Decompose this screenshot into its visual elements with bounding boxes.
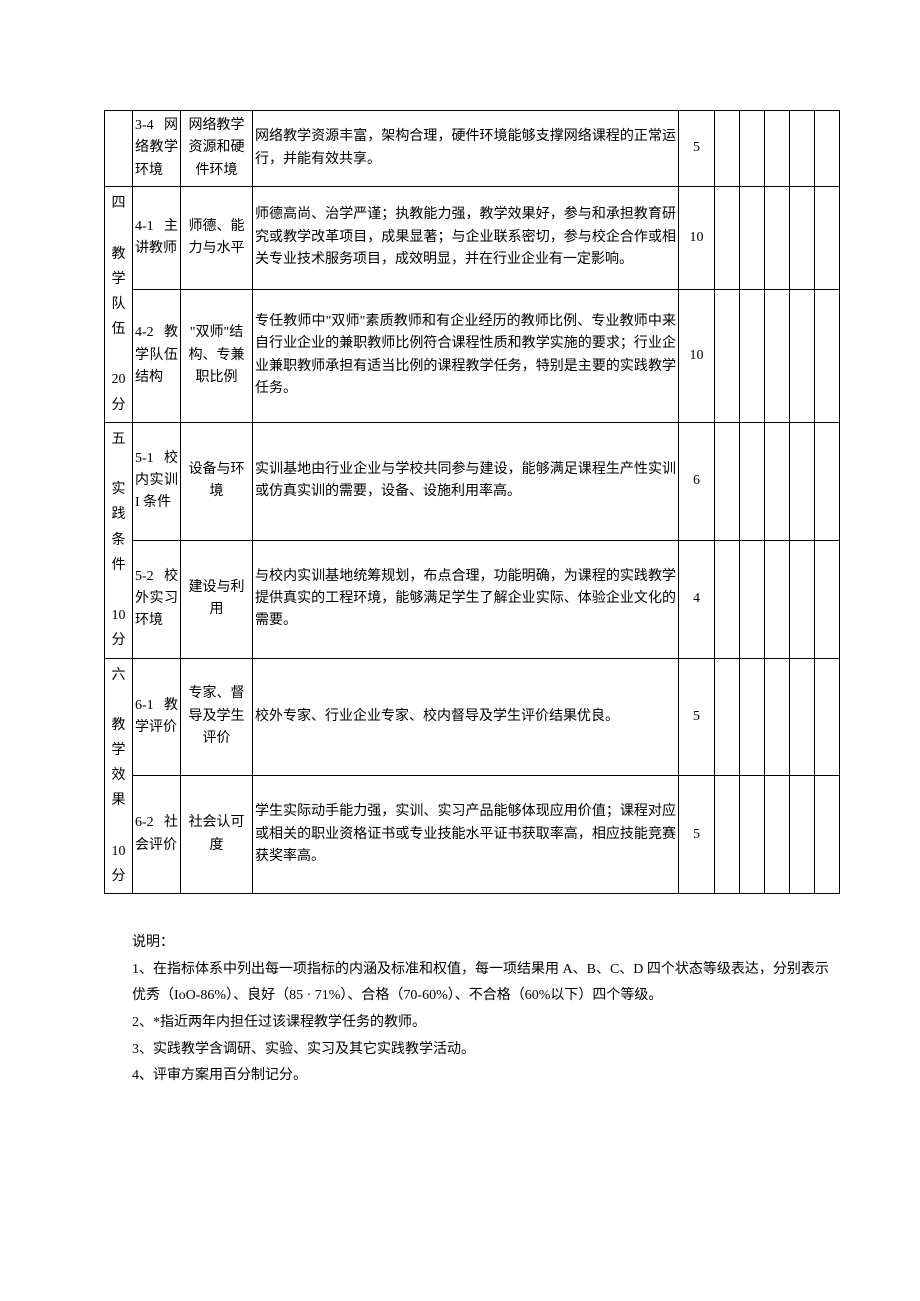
category-cell: 六 教 学 效 果 10 分 xyxy=(105,658,133,894)
empty-cell xyxy=(790,540,815,658)
empty-cell xyxy=(815,289,840,422)
description-cell: 师德高尚、治学严谨；执教能力强，教学效果好，参与和承担教育研究或教学改革项目，成… xyxy=(253,187,679,290)
empty-cell xyxy=(715,187,740,290)
metric-cell: "双师"结构、专兼职比例 xyxy=(181,289,253,422)
score-cell: 10 xyxy=(679,289,715,422)
empty-cell xyxy=(715,289,740,422)
empty-cell xyxy=(715,540,740,658)
notes-section: 说明： 1、在指标体系中列出每一项指标的内涵及标准和权值，每一项结果用 A、B、… xyxy=(104,930,840,1090)
table-row: 6-2 社会评价社会认可度学生实际动手能力强，实训、实习产品能够体现应用价值；课… xyxy=(105,776,840,894)
table-row: 六 教 学 效 果 10 分6-1 教学评价专家、督导及学生评价校外专家、行业企… xyxy=(105,658,840,776)
sub-indicator-cell: 4-1 主讲教师 xyxy=(133,187,181,290)
notes-item: 2、*指近两年内担任过该课程教学任务的教师。 xyxy=(132,1010,840,1037)
category-cell: 四 教 学 队 伍 20 分 xyxy=(105,187,133,423)
sub-indicator-cell: 3-4 网络教学环境 xyxy=(133,111,181,187)
empty-cell xyxy=(740,422,765,540)
description-cell: 实训基地由行业企业与学校共同参与建设，能够满足课程生产性实训或仿真实训的需要，设… xyxy=(253,422,679,540)
metric-cell: 专家、督导及学生评价 xyxy=(181,658,253,776)
empty-cell xyxy=(715,776,740,894)
empty-cell xyxy=(790,187,815,290)
description-cell: 专任教师中"双师"素质教师和有企业经历的教师比例、专业教师中来自行业企业的兼职教… xyxy=(253,289,679,422)
empty-cell xyxy=(765,422,790,540)
empty-cell xyxy=(790,658,815,776)
empty-cell xyxy=(740,187,765,290)
description-cell: 网络教学资源丰富，架构合理，硬件环境能够支撑网络课程的正常运行，并能有效共享。 xyxy=(253,111,679,187)
empty-cell xyxy=(715,658,740,776)
description-cell: 学生实际动手能力强，实训、实习产品能够体现应用价值；课程对应或相关的职业资格证书… xyxy=(253,776,679,894)
score-cell: 5 xyxy=(679,111,715,187)
empty-cell xyxy=(740,111,765,187)
empty-cell xyxy=(815,658,840,776)
score-cell: 5 xyxy=(679,776,715,894)
empty-cell xyxy=(765,289,790,422)
empty-cell xyxy=(815,776,840,894)
empty-cell xyxy=(815,187,840,290)
table-row: 3-4 网络教学环境网络教学资源和硬件环境网络教学资源丰富，架构合理，硬件环境能… xyxy=(105,111,840,187)
score-cell: 4 xyxy=(679,540,715,658)
empty-cell xyxy=(815,540,840,658)
score-cell: 6 xyxy=(679,422,715,540)
sub-indicator-cell: 5-2 校外实习环境 xyxy=(133,540,181,658)
metric-cell: 社会认可度 xyxy=(181,776,253,894)
empty-cell xyxy=(790,422,815,540)
empty-cell xyxy=(815,111,840,187)
table-row: 5-2 校外实习环境建设与利用与校内实训基地统筹规划，布点合理，功能明确，为课程… xyxy=(105,540,840,658)
score-cell: 5 xyxy=(679,658,715,776)
empty-cell xyxy=(740,540,765,658)
notes-item: 4、评审方案用百分制记分。 xyxy=(132,1063,840,1090)
category-cell: 五 实 践 条 件 10 分 xyxy=(105,422,133,658)
category-cell xyxy=(105,111,133,187)
metric-cell: 网络教学资源和硬件环境 xyxy=(181,111,253,187)
score-cell: 10 xyxy=(679,187,715,290)
empty-cell xyxy=(740,776,765,894)
empty-cell xyxy=(765,540,790,658)
empty-cell xyxy=(790,111,815,187)
empty-cell xyxy=(765,187,790,290)
empty-cell xyxy=(740,658,765,776)
sub-indicator-cell: 5-1 校内实训 I 条件 xyxy=(133,422,181,540)
empty-cell xyxy=(715,111,740,187)
evaluation-table: 3-4 网络教学环境网络教学资源和硬件环境网络教学资源丰富，架构合理，硬件环境能… xyxy=(104,110,840,894)
description-cell: 与校内实训基地统筹规划，布点合理，功能明确，为课程的实践教学提供真实的工程环境，… xyxy=(253,540,679,658)
empty-cell xyxy=(715,422,740,540)
empty-cell xyxy=(765,776,790,894)
empty-cell xyxy=(790,776,815,894)
notes-item: 1、在指标体系中列出每一项指标的内涵及标准和权值，每一项结果用 A、B、C、D … xyxy=(132,957,840,1010)
description-cell: 校外专家、行业企业专家、校内督导及学生评价结果优良。 xyxy=(253,658,679,776)
table-row: 4-2 教学队伍结构"双师"结构、专兼职比例专任教师中"双师"素质教师和有企业经… xyxy=(105,289,840,422)
metric-cell: 建设与利用 xyxy=(181,540,253,658)
sub-indicator-cell: 6-1 教学评价 xyxy=(133,658,181,776)
notes-heading: 说明： xyxy=(132,930,840,957)
empty-cell xyxy=(740,289,765,422)
empty-cell xyxy=(790,289,815,422)
empty-cell xyxy=(815,422,840,540)
sub-indicator-cell: 4-2 教学队伍结构 xyxy=(133,289,181,422)
notes-item: 3、实践教学含调研、实验、实习及其它实践教学活动。 xyxy=(132,1037,840,1064)
table-row: 五 实 践 条 件 10 分5-1 校内实训 I 条件设备与环境实训基地由行业企… xyxy=(105,422,840,540)
empty-cell xyxy=(765,658,790,776)
table-row: 四 教 学 队 伍 20 分4-1 主讲教师师德、能力与水平师德高尚、治学严谨；… xyxy=(105,187,840,290)
metric-cell: 师德、能力与水平 xyxy=(181,187,253,290)
sub-indicator-cell: 6-2 社会评价 xyxy=(133,776,181,894)
metric-cell: 设备与环境 xyxy=(181,422,253,540)
empty-cell xyxy=(765,111,790,187)
